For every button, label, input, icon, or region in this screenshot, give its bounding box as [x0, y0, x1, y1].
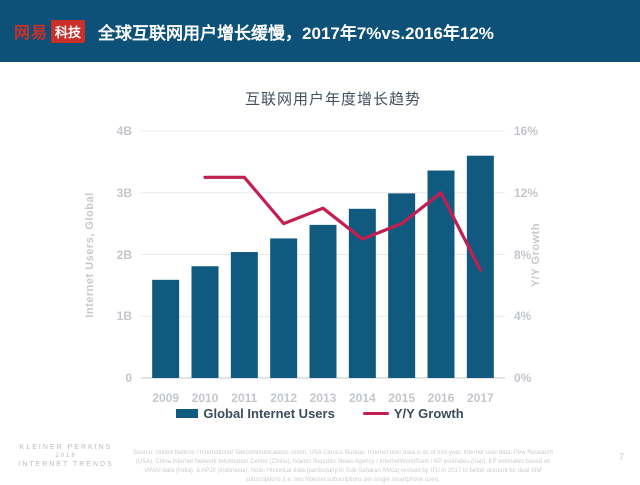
- x-label-2015: 2015: [388, 391, 415, 405]
- x-label-2017: 2017: [466, 391, 494, 405]
- kleiner-perkins-branding: KLEINER PERKINS 2018 INTERNET TRENDS: [0, 444, 132, 468]
- brand-line: KLEINER PERKINS: [19, 444, 113, 451]
- x-label-2016: 2016: [427, 391, 455, 405]
- chart-legend: Global Internet Users Y/Y Growth: [0, 406, 640, 421]
- x-label-2012: 2012: [270, 391, 297, 405]
- chart-plot-svg: [141, 130, 505, 379]
- left-tick-2B: 2B: [116, 247, 132, 262]
- right-tick-8%: 8%: [514, 247, 532, 262]
- bar-2009: [152, 279, 180, 378]
- x-label-2010: 2010: [191, 391, 219, 405]
- right-tick-12%: 12%: [514, 185, 539, 200]
- logo-brand-text: 网易: [14, 25, 49, 42]
- chart-title: 互联网用户年度增长趋势: [244, 91, 421, 108]
- legend-label-line: Y/Y Growth: [393, 406, 464, 421]
- right-axis-title: Y/Y Growth: [530, 222, 542, 287]
- left-axis-title: Internet Users, Global: [84, 191, 96, 318]
- bar-2015: [388, 193, 416, 378]
- bar-2012: [270, 238, 298, 378]
- left-tick-0: 0: [125, 371, 132, 385]
- page-title: 全球互联网用户增长缓慢，2017年7%vs.2016年12%: [98, 23, 494, 43]
- x-label-2014: 2014: [348, 391, 376, 405]
- bar-2013: [309, 224, 337, 378]
- right-tick-4%: 4%: [514, 309, 532, 324]
- page-number: 7: [618, 452, 624, 462]
- netease-tech-logo[interactable]: 网易 科技: [14, 19, 86, 43]
- legend-item-line: Y/Y Growth: [362, 406, 464, 421]
- right-tick-16%: 16%: [514, 124, 539, 138]
- x-label-2013: 2013: [309, 391, 337, 405]
- legend-item-bars: Global Internet Users: [176, 406, 335, 421]
- right-tick-0%: 0%: [514, 371, 532, 385]
- line-series-swatch-icon: [362, 412, 389, 415]
- x-label-2011: 2011: [231, 391, 258, 405]
- bar-2016: [427, 170, 455, 378]
- x-label-2009: 2009: [152, 391, 180, 405]
- brand-line: INTERNET TRENDS: [18, 461, 114, 468]
- bar-series-swatch-icon: [176, 409, 199, 418]
- yy-growth-line: [203, 175, 482, 272]
- brand-line: 2018: [55, 453, 77, 459]
- left-tick-1B: 1B: [116, 309, 132, 324]
- left-tick-4B: 4B: [116, 124, 132, 138]
- bar-2010: [191, 266, 219, 378]
- bar-2011: [230, 252, 258, 378]
- chart-plot-area: 0 1B 2B 3B 4B 0% 4% 8% 12% 16% 2009 2010 2011 2012 2…: [84, 124, 542, 405]
- header-bar: 网易 科技 全球互联网用户增长缓慢，2017年7%vs.2016年12%: [0, 0, 640, 62]
- left-tick-3B: 3B: [116, 185, 132, 200]
- logo-sub-badge: 科技: [51, 19, 86, 43]
- legend-label-bars: Global Internet Users: [203, 406, 335, 421]
